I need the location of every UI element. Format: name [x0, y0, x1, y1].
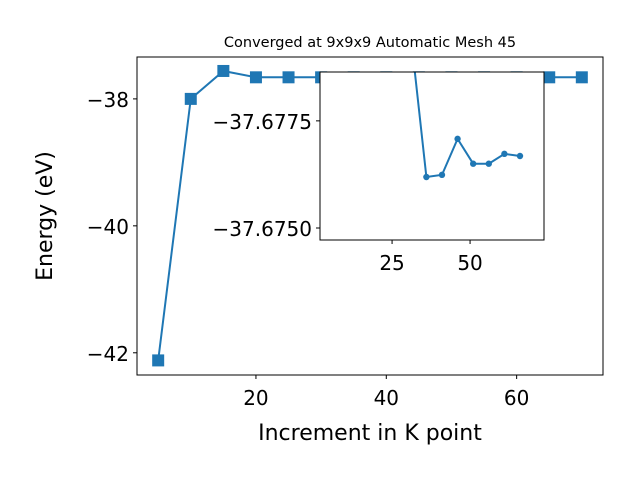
- axes-frame: [319, 71, 545, 241]
- marker: [454, 135, 461, 143]
- marker: [543, 71, 556, 84]
- plot-area: [320, 72, 544, 240]
- x-tick-label: 50: [457, 251, 482, 275]
- x-tick-label: 25: [379, 251, 404, 275]
- marker: [249, 71, 262, 84]
- chart-title: Converged at 9x9x9 Automatic Mesh 45: [224, 35, 516, 51]
- axes: 25 50 −37.6775 −37.6750: [213, 71, 545, 275]
- marker: [469, 160, 477, 167]
- y-tick-label: −38: [87, 88, 129, 112]
- marker: [217, 64, 230, 77]
- axes-frame: [136, 56, 604, 376]
- marker: [516, 152, 524, 160]
- marker: [282, 71, 295, 84]
- x-tick-label: 60: [504, 386, 529, 410]
- marker: [423, 173, 430, 181]
- marker: [438, 171, 446, 179]
- x-axis-label: Increment in K point: [258, 421, 482, 446]
- y-tick-label: −37.6750: [213, 217, 312, 241]
- marker: [152, 354, 165, 367]
- y-axis-label: Energy (eV): [33, 151, 58, 281]
- marker: [485, 160, 492, 167]
- y-tick-label: −37.6775: [213, 110, 312, 134]
- x-tick-label: 40: [374, 386, 399, 410]
- marker: [575, 71, 588, 84]
- y-tick-label: −40: [87, 215, 129, 239]
- x-tick-label: 20: [243, 386, 268, 410]
- marker: [184, 92, 197, 105]
- y-tick-label: −42: [87, 342, 129, 366]
- marker: [501, 150, 508, 158]
